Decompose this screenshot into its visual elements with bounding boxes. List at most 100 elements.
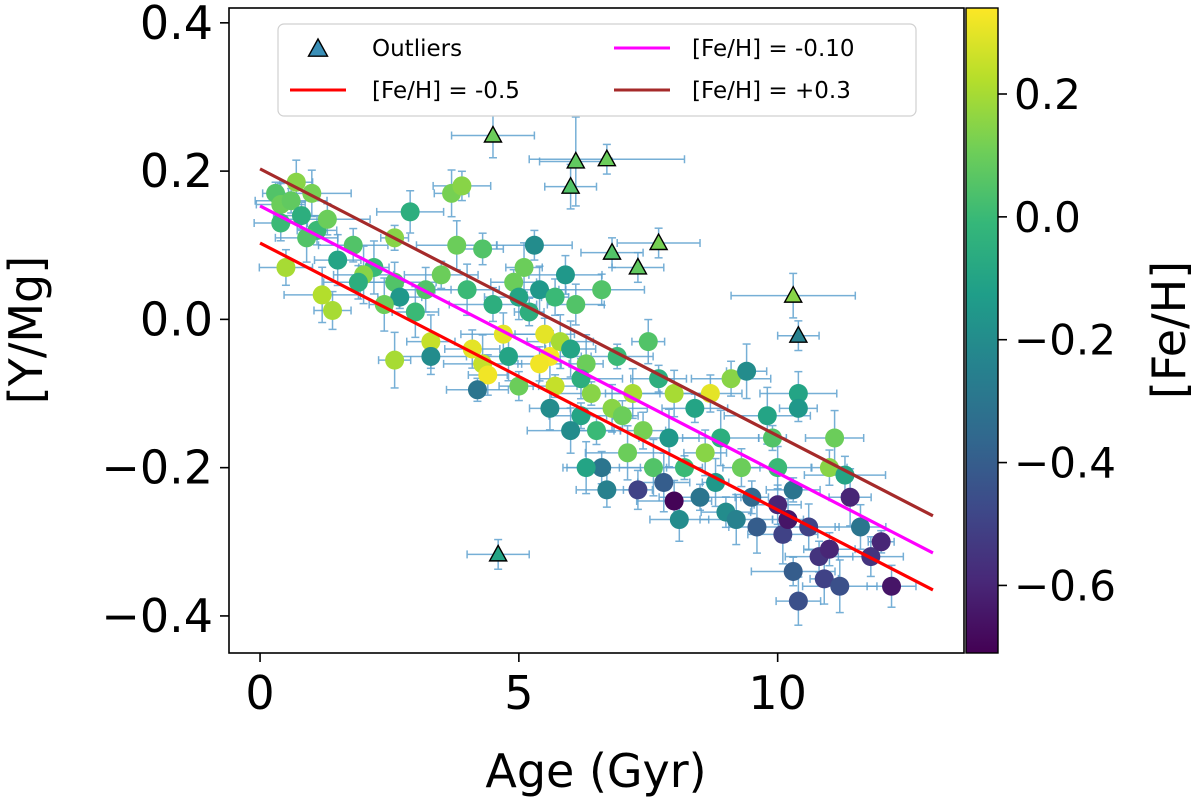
data-point-105: [664, 384, 684, 404]
data-point-30: [385, 350, 405, 370]
legend: Outliers [Fe/H] = -0.10 [Fe/H] = -0.5 [F…: [277, 23, 917, 117]
data-point-36: [504, 272, 524, 292]
fit-line-2: [259, 167, 934, 518]
data-point-120: [850, 517, 870, 537]
colorbar-tick-label-0: −0.6: [1014, 561, 1116, 610]
data-point-101: [882, 576, 902, 596]
data-point-49: [576, 354, 596, 374]
outlier-point-4: [602, 242, 622, 260]
data-point-3: [286, 172, 306, 192]
data-point-70: [690, 487, 710, 507]
data-point-84: [778, 510, 798, 530]
data-point-8: [317, 209, 337, 229]
data-point-41: [514, 257, 534, 277]
data-point-27: [483, 295, 503, 315]
data-point-24: [447, 235, 467, 255]
data-point-108: [592, 280, 612, 300]
data-point-39: [530, 280, 550, 300]
fit-line-1: [259, 204, 934, 555]
outlier-point-0: [483, 125, 503, 143]
data-point-65: [628, 480, 648, 500]
data-point-114: [731, 458, 751, 478]
data-point-83: [773, 524, 793, 544]
data-point-95: [819, 458, 839, 478]
data-point-94: [830, 576, 850, 596]
y-tick-label-3: 0.2: [140, 144, 213, 198]
data-point-75: [726, 510, 746, 530]
data-point-59: [592, 458, 612, 478]
data-point-119: [762, 428, 782, 448]
data-point-14: [323, 300, 343, 320]
plot-frame: [228, 7, 965, 654]
data-point-64: [643, 458, 663, 478]
y-axis: −0.4 −0.2 0.0 0.2 0.4: [101, 0, 229, 643]
data-point-12: [276, 257, 296, 277]
outlier-point-6: [628, 257, 648, 275]
data-point-28: [421, 332, 441, 352]
y-tick-label-0: −0.4: [101, 589, 213, 643]
data-point-103: [638, 332, 658, 352]
data-point-29: [421, 346, 441, 366]
data-point-79: [737, 361, 757, 381]
colorbar-tick-label-1: −0.4: [1014, 439, 1116, 488]
data-point-78: [721, 369, 741, 389]
data-point-54: [561, 421, 581, 441]
data-point-21: [431, 265, 451, 285]
x-axis-title: Age (Gyr): [485, 744, 706, 798]
x-tick-label-0: 0: [245, 666, 274, 720]
colorbar-tick-label-4: 0.2: [1014, 70, 1081, 119]
data-point-72: [685, 398, 705, 418]
data-point-55: [587, 421, 606, 441]
data-point-85: [783, 480, 803, 500]
data-point-38: [519, 302, 539, 322]
data-point-42: [535, 324, 555, 344]
outlier-point-2: [597, 148, 617, 167]
x-tick-label-2: 10: [748, 666, 807, 720]
data-point-90: [788, 591, 808, 611]
outlier-points: [483, 125, 809, 562]
data-point-73: [706, 472, 726, 492]
outlier-point-9: [488, 543, 508, 562]
data-point-25: [473, 239, 493, 259]
colorbar-tick-label-2: −0.2: [1014, 316, 1116, 365]
data-point-26: [457, 280, 477, 300]
data-point-110: [348, 272, 368, 292]
y-axis-title: [Y/Mg]: [0, 256, 53, 404]
data-point-71: [695, 443, 715, 463]
data-point-60: [576, 458, 596, 478]
data-point-33: [478, 365, 498, 385]
data-point-46: [545, 287, 565, 307]
data-point-67: [664, 491, 684, 511]
data-point-93: [819, 539, 839, 559]
data-point-109: [405, 302, 425, 322]
data-point-62: [618, 443, 638, 463]
legend-label-feh-plus-0-3: [Fe/H] = +0.3: [692, 78, 851, 104]
outlier-point-8: [788, 325, 809, 343]
data-point-117: [545, 376, 565, 396]
colorbar-ticks: −0.6 −0.4 −0.2 0.0 0.2: [998, 70, 1116, 610]
data-point-92: [814, 569, 834, 589]
legend-label-feh-minus-0-5: [Fe/H] = -0.5: [372, 78, 520, 104]
y-tick-label-2: 0.0: [140, 292, 213, 346]
data-point-66: [654, 472, 674, 492]
data-point-100: [871, 532, 891, 552]
outlier-point-3: [560, 176, 581, 194]
fit-line-0: [259, 241, 934, 592]
data-point-17: [390, 287, 410, 307]
data-point-48: [555, 265, 575, 285]
data-point-9: [328, 250, 348, 270]
data-point-69: [669, 510, 689, 530]
data-points: [266, 172, 902, 611]
data-point-47: [561, 339, 581, 359]
x-tick-label-1: 5: [504, 666, 533, 720]
data-point-4: [291, 206, 311, 226]
data-point-104: [649, 369, 669, 389]
data-point-96: [825, 428, 845, 448]
data-point-51: [581, 384, 601, 404]
data-point-82: [768, 495, 788, 515]
data-point-98: [840, 487, 860, 507]
data-point-107: [499, 346, 519, 366]
outlier-point-5: [648, 232, 669, 251]
outlier-point-1: [566, 151, 586, 169]
